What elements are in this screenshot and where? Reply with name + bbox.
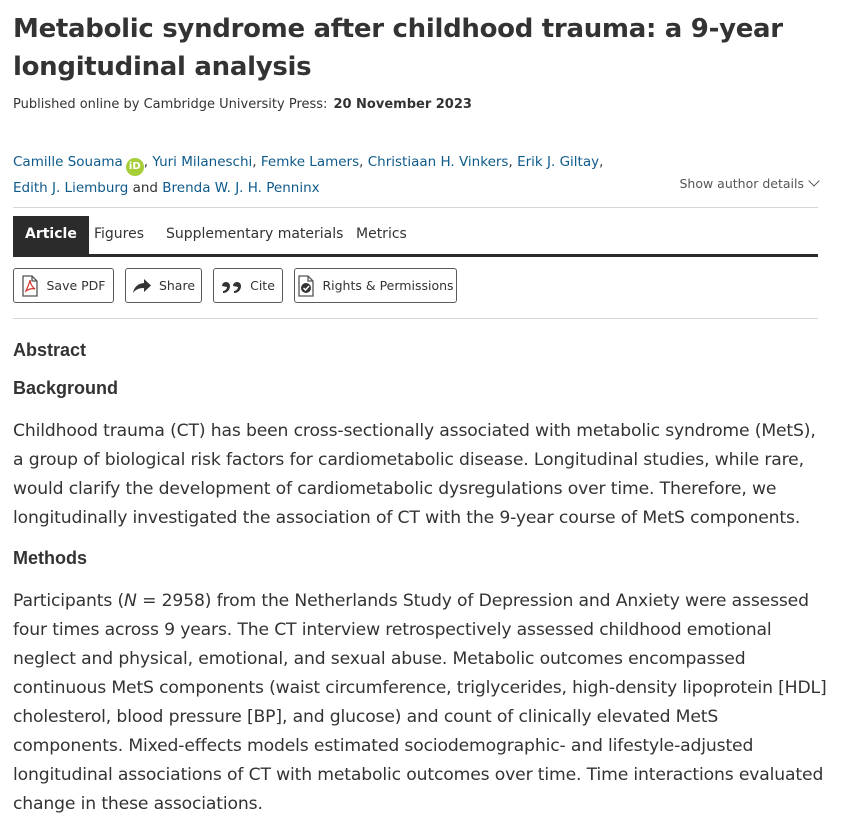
share-button[interactable]: Share [125, 268, 202, 303]
author-link[interactable]: Christiaan H. Vinkers [367, 154, 509, 170]
orcid-icon[interactable]: iD [125, 158, 144, 176]
sample-size-symbol: N [124, 591, 137, 611]
publication-info: Published online by Cambridge University… [13, 97, 472, 112]
rights-document-icon [297, 274, 315, 297]
methods-text-start: Participants ( [13, 591, 125, 611]
published-date: 20 November 2023 [333, 97, 472, 112]
share-arrow-icon [132, 278, 152, 294]
tab-figures[interactable]: Figures [94, 226, 145, 242]
show-author-details-label: Show author details [679, 176, 804, 191]
cite-button[interactable]: Cite [213, 268, 283, 303]
author-link[interactable]: Edith J. Liemburg [13, 180, 129, 196]
quote-icon [221, 278, 243, 294]
background-heading: Background [13, 378, 119, 398]
show-author-details-toggle[interactable]: Show author details [679, 175, 820, 191]
pdf-icon [21, 274, 39, 297]
rights-label: Rights & Permissions [322, 278, 454, 293]
methods-paragraph: Participants (N = 2958) from the Netherl… [13, 587, 828, 819]
chevron-down-icon [808, 175, 820, 187]
tab-article[interactable]: Article [13, 216, 89, 254]
methods-heading: Methods [13, 548, 87, 568]
author-link[interactable]: Erik J. Giltay [517, 154, 600, 170]
divider [13, 207, 818, 208]
author-list: Camille Souama iD, Yuri Milaneschi, Femke… [13, 154, 604, 196]
author-link[interactable]: Femke Lamers [260, 154, 360, 170]
author-link[interactable]: Yuri Milaneschi [152, 154, 253, 170]
author-link[interactable]: Camille Souama [13, 154, 123, 170]
methods-text-rest: = 2958) from the Netherlands Study of De… [13, 591, 827, 814]
rights-permissions-button[interactable]: Rights & Permissions [294, 268, 457, 303]
article-tabs: Article Figures Supplementary materials … [13, 216, 818, 257]
tab-supplementary-materials[interactable]: Supplementary materials [166, 226, 344, 242]
divider [13, 318, 818, 319]
article-actions: Save PDF Share Cite [13, 268, 818, 305]
save-pdf-button[interactable]: Save PDF [13, 268, 114, 303]
published-label: Published online by Cambridge University… [13, 97, 328, 112]
abstract-heading: Abstract [13, 340, 87, 360]
cite-label: Cite [250, 278, 275, 293]
article-title: Metabolic syndrome after childhood traum… [13, 14, 783, 82]
save-pdf-label: Save PDF [46, 278, 106, 293]
and-text: and [132, 180, 158, 196]
tab-metrics[interactable]: Metrics [356, 226, 407, 242]
background-paragraph: Childhood trauma (CT) has been cross-sec… [13, 421, 816, 528]
author-link[interactable]: Brenda W. J. H. Penninx [162, 180, 320, 196]
share-label: Share [158, 278, 196, 293]
